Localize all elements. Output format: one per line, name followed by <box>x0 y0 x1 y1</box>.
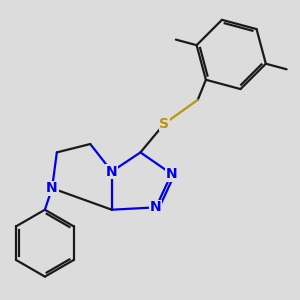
Text: N: N <box>166 167 177 181</box>
Text: N: N <box>106 164 118 178</box>
Text: N: N <box>150 200 162 214</box>
Text: N: N <box>46 181 58 195</box>
Text: S: S <box>159 117 169 131</box>
